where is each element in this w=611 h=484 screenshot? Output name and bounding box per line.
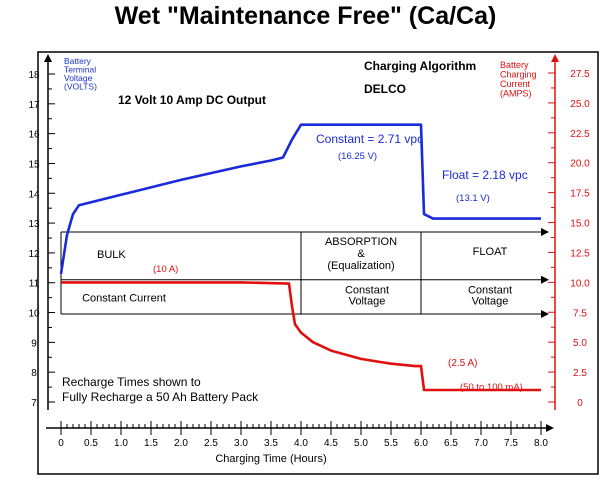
left-axis: 7 8 9 10 11 12 13 14 15 16 17 18 BatteryTerminalVolt…	[28, 54, 97, 410]
current-line	[61, 281, 541, 392]
right-tick-label: 0	[577, 398, 583, 409]
annotation-delco: DELCO	[364, 82, 406, 96]
annotation-float-voltage: Float = 2.18 vpc	[442, 168, 528, 182]
x-tick-label: 6.0	[414, 438, 428, 449]
right-tick-label: 5.0	[573, 338, 587, 349]
x-tick-label: 7.0	[474, 438, 488, 449]
left-tick-label: 13	[28, 219, 40, 230]
left-axis-label: Voltage	[64, 73, 93, 83]
bottom-axis-arrow	[546, 424, 554, 432]
left-axis-label: (VOLTS)	[64, 82, 97, 92]
right-tick-label: 15.0	[570, 219, 590, 230]
bottom-axis: 0 0.5 1.0 1.5 2.0 2.5 3.0 3.5 4.0 4.5 5.0 5.5 6.0 6.5…	[46, 421, 554, 465]
chart-frame	[37, 51, 599, 475]
annotation-float-current: (50 to 100 mA)	[460, 382, 523, 393]
right-tick-label: 27.5	[570, 69, 590, 80]
x-tick-label: 0	[58, 438, 64, 449]
stage-band-arrow	[541, 275, 549, 284]
annotation-absorption-current: (2.5 A)	[448, 358, 477, 369]
left-tick-label: 11	[29, 279, 40, 290]
x-tick-label: 1.5	[144, 438, 158, 449]
x-tick-label: 2.5	[204, 438, 218, 449]
right-tick-label: 2.5	[573, 368, 587, 379]
right-axis-arrow	[551, 54, 559, 62]
stage-constant-voltage-float: Constant	[468, 285, 512, 297]
right-axis-label: (AMPS)	[500, 89, 532, 99]
x-tick-label: 1.0	[114, 438, 128, 449]
x-tick-label: 4.5	[324, 438, 338, 449]
left-axis-arrow	[44, 54, 52, 62]
x-tick-label: 3.0	[234, 438, 248, 449]
right-tick-label: 12.5	[570, 248, 590, 259]
x-tick-label: 7.5	[504, 438, 518, 449]
x-tick-label: 3.5	[264, 438, 278, 449]
stage-constant-voltage-float: Voltage	[472, 296, 509, 308]
left-tick-label: 12	[28, 249, 40, 260]
x-tick-label: 8.0	[534, 438, 548, 449]
x-tick-label: 4.0	[294, 438, 308, 449]
stage-absorption-label: (Equalization)	[327, 260, 394, 272]
series-lines	[59, 123, 541, 392]
stage-band-arrow	[541, 228, 549, 237]
annotation-constant-voltage: Constant = 2.71 vpc	[316, 132, 423, 146]
stage-absorption-label: ABSORPTION	[325, 236, 397, 248]
right-tick-label: 17.5	[570, 189, 590, 200]
left-tick-label: 16	[28, 130, 40, 141]
stage-bulk-label: BULK	[97, 249, 126, 261]
right-tick-label: 25.0	[570, 99, 590, 110]
x-tick-label: 2.0	[174, 438, 188, 449]
right-axis: 0 2.5 5.0 7.5 10.0 12.5 15.0 17.5 20.0 22.5 25.0 27…	[500, 54, 590, 410]
stage-absorption-label: &	[357, 248, 365, 260]
stage-constant-current-label: Constant Current	[82, 293, 166, 305]
left-axis-label: Battery	[64, 56, 92, 66]
right-axis-label: Battery	[500, 60, 529, 70]
stage-band-arrow	[541, 310, 549, 319]
x-tick-label: 5.0	[354, 438, 368, 449]
left-tick-label: 15	[28, 159, 40, 170]
page-title: Wet "Maintenance Free" (Ca/Ca)	[114, 2, 497, 30]
stage-constant-voltage-absorption: Constant	[345, 285, 389, 297]
x-tick-label: 6.5	[444, 438, 458, 449]
right-tick-label: 20.0	[570, 159, 590, 170]
left-tick-label: 9	[31, 338, 37, 349]
annotations: Charging Algorithm DELCO 12 Volt 10 Amp DC…	[62, 59, 528, 404]
annotation-bulk-current: (10 A)	[153, 264, 178, 275]
stage-constant-voltage-absorption: Voltage	[349, 296, 386, 308]
annotation-recharge-1: Recharge Times shown to	[62, 375, 201, 389]
annotation-algorithm: Charging Algorithm	[364, 59, 476, 73]
left-tick-label: 18	[28, 70, 40, 81]
x-tick-label: 5.5	[384, 438, 398, 449]
left-tick-label: 14	[28, 189, 40, 200]
left-tick-label: 7	[31, 398, 37, 409]
left-axis-label: Terminal	[64, 65, 96, 75]
right-tick-label: 10.0	[570, 278, 590, 289]
left-tick-label: 8	[31, 368, 37, 379]
stage-boxes: BULK ABSORPTION&(Equalization) FLOAT Consta…	[60, 228, 549, 319]
annotation-constant-voltage-sub: (16.25 V)	[338, 151, 377, 162]
stage-float-label: FLOAT	[473, 246, 508, 258]
left-tick-label: 10	[28, 309, 40, 320]
annotation-recharge-2: Fully Recharge a 50 Ah Battery Pack	[62, 390, 259, 404]
voltage-line	[59, 123, 541, 274]
x-tick-label: 0.5	[84, 438, 98, 449]
right-axis-label: Charging	[500, 70, 537, 80]
right-axis-label: Current	[500, 79, 531, 89]
left-tick-label: 17	[28, 100, 40, 111]
annotation-output: 12 Volt 10 Amp DC Output	[118, 93, 266, 107]
annotation-float-voltage-sub: (13.1 V)	[456, 193, 490, 204]
right-tick-label: 22.5	[570, 129, 590, 140]
right-tick-label: 7.5	[573, 308, 587, 319]
x-axis-label: Charging Time (Hours)	[215, 453, 326, 465]
